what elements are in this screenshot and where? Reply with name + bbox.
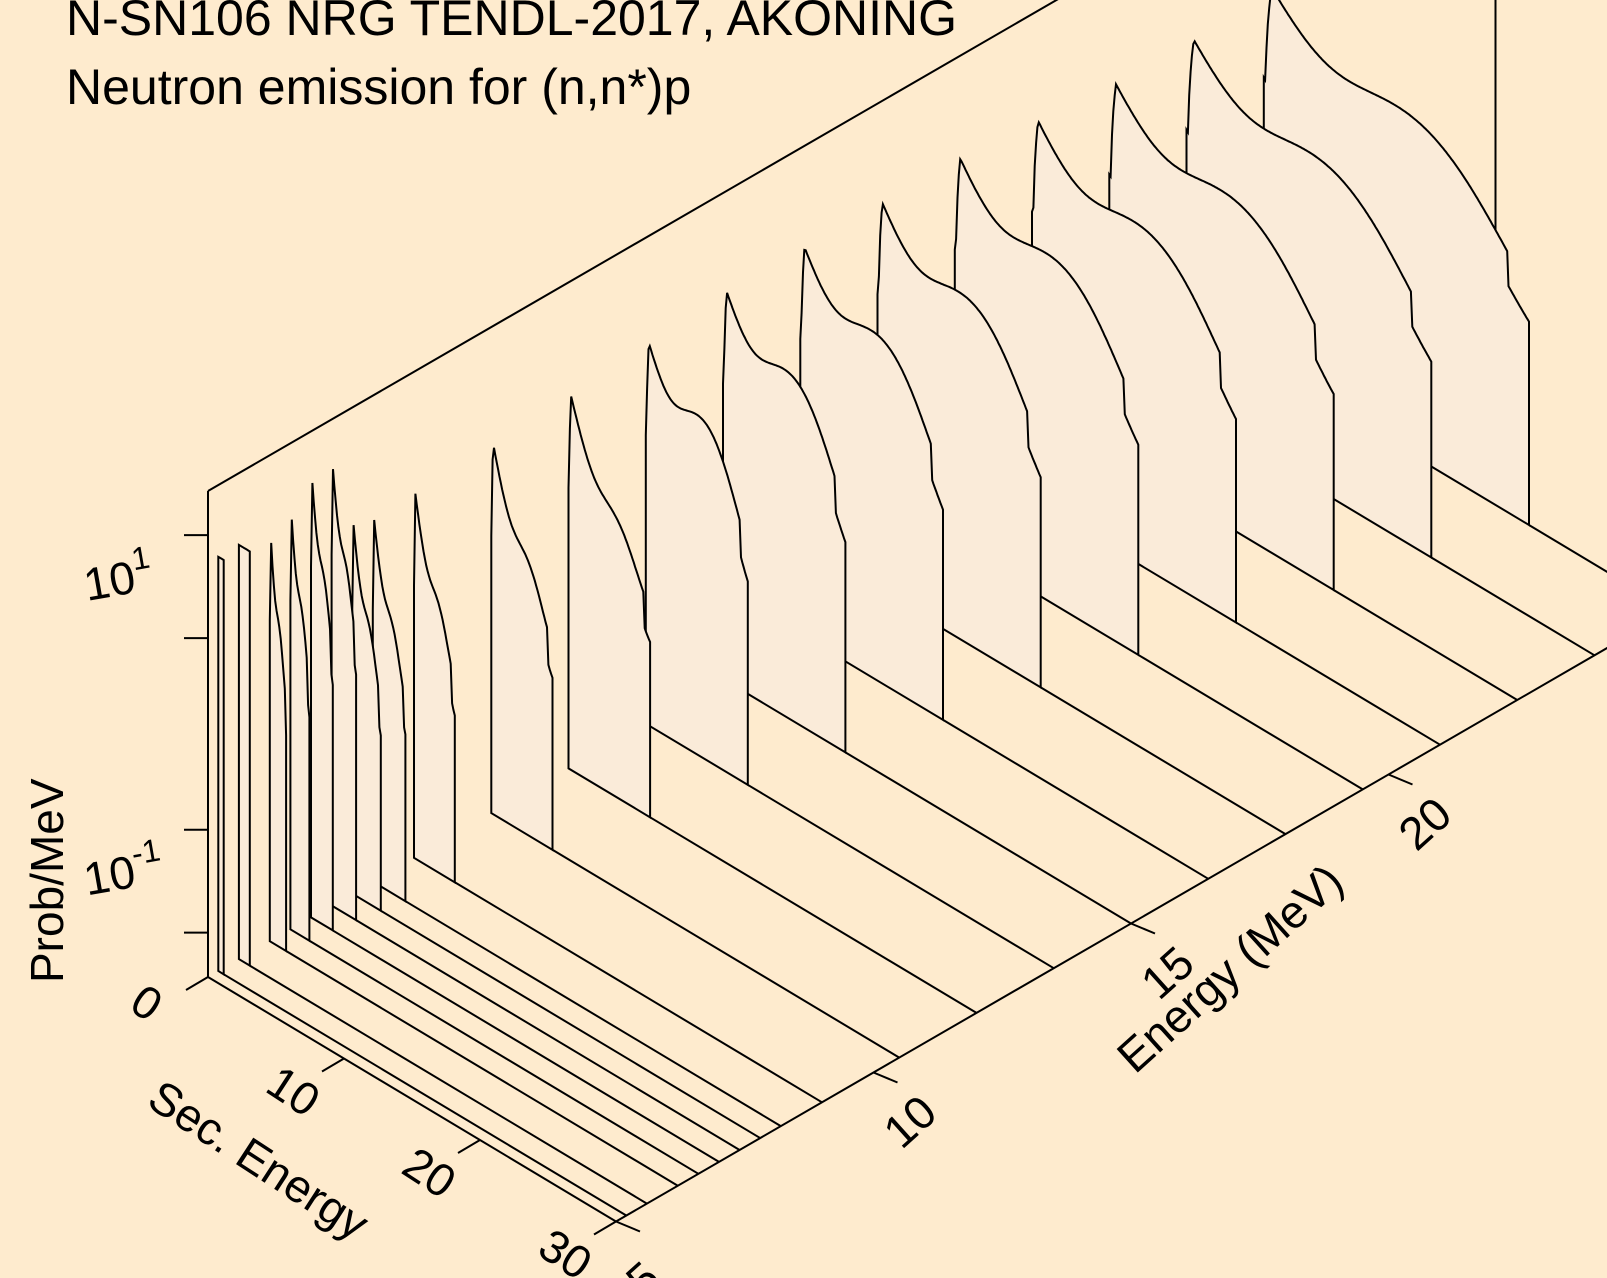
- x-tick-label: 30: [530, 1218, 601, 1278]
- x-tick-mark: [185, 976, 209, 991]
- box-layer: [207, 0, 1497, 977]
- spectrum-baseline: [1528, 524, 1607, 573]
- y-axis-line: [615, 646, 1607, 1223]
- spectrum-baseline: [1040, 686, 1287, 835]
- spectrum-baseline: [747, 783, 1055, 970]
- spectrum-baseline: [1235, 621, 1441, 746]
- spectrum-baseline: [404, 900, 782, 1127]
- z-tick-exponent: -1: [129, 831, 163, 871]
- z-tick-label: 101: [78, 539, 157, 611]
- spectrum-baseline: [355, 919, 741, 1151]
- y-tick-label: 20: [1388, 787, 1461, 860]
- x-tick-mark: [457, 1139, 481, 1154]
- x-tick-mark: [321, 1057, 345, 1073]
- spectrum-curve: [289, 519, 311, 943]
- y-tick-label: 5: [616, 1251, 670, 1278]
- y-tick-mark: [1388, 773, 1413, 786]
- spectrum-curve: [217, 555, 225, 977]
- spectrum-curve: [268, 542, 288, 953]
- spectrum-baseline: [942, 719, 1209, 880]
- spectrum-baseline: [1333, 589, 1518, 701]
- x-tick-label: 0: [122, 974, 172, 1032]
- spectrum-baseline: [454, 881, 823, 1104]
- y-tick-mark: [615, 1220, 641, 1233]
- x-tick-mark: [593, 1220, 617, 1236]
- spectrum-curve: [351, 525, 382, 913]
- x-tick-label: 10: [258, 1055, 329, 1126]
- spectrum-curve: [237, 543, 251, 968]
- spectrum-curve: [310, 482, 334, 933]
- spectrum-baseline: [223, 973, 627, 1217]
- z-tick-label: 10-1: [78, 831, 167, 905]
- z-tick-exponent: 1: [129, 539, 153, 578]
- chart-title: N-SN106 NRG TENDL-2017, AKONING: [66, 0, 957, 46]
- spectrum-baseline: [1430, 556, 1596, 657]
- spectrum-baseline: [1137, 654, 1364, 791]
- spectrum-baseline: [649, 816, 978, 1014]
- spectrum-baseline: [551, 848, 900, 1059]
- y-tick-mark: [1130, 922, 1156, 935]
- z-axis-label: Prob/MeV: [21, 778, 73, 983]
- spectrum-curve: [722, 292, 847, 755]
- spectrum-baseline: [844, 751, 1132, 925]
- series-layer: [217, 0, 1607, 1217]
- spectrum-curve: [567, 396, 652, 820]
- spectrum-curve: [644, 343, 749, 787]
- spectrum-baseline: [332, 929, 720, 1163]
- spectrum-baseline: [249, 964, 648, 1205]
- y-tick-label: 10: [873, 1085, 946, 1158]
- x-axis-line: [207, 976, 617, 1223]
- box-top-back-edge: [207, 0, 1059, 492]
- spectrum-curve: [330, 469, 358, 922]
- spectrum-baseline: [308, 939, 699, 1175]
- chart-subtitle: Neutron emission for (n,n*)p: [66, 59, 691, 115]
- spectrum-curve: [413, 493, 456, 885]
- y-tick-mark: [873, 1071, 898, 1084]
- spectrum-baseline: [285, 950, 679, 1187]
- x-tick-label: 20: [394, 1137, 465, 1208]
- spectrum-curve: [490, 447, 554, 852]
- spectrum-baseline: [380, 909, 761, 1139]
